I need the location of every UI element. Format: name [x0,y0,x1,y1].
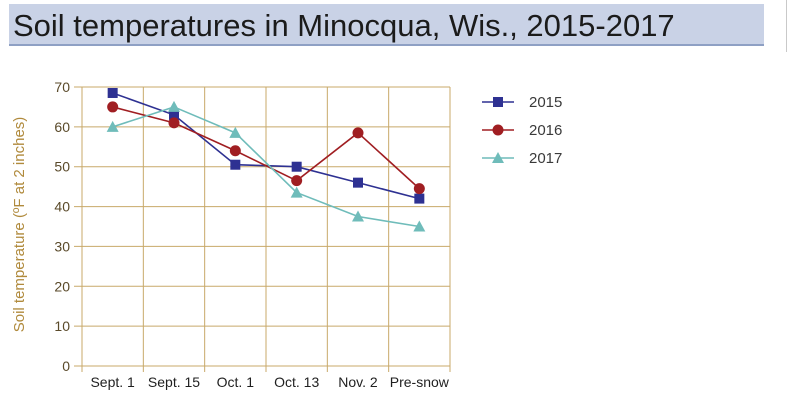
series-line-2016 [112,106,420,190]
y-tick-label: 0 [62,358,70,374]
data-point-2016 [352,127,364,139]
data-point-2015 [169,109,179,120]
data-point-2016 [413,183,425,195]
y-tick-label: 10 [54,318,70,334]
y-tick-label: 20 [54,278,70,294]
data-point-2015 [291,161,302,172]
data-point-2017 [290,186,303,198]
legend-label-2017: 2017 [529,150,562,167]
series-line-2017 [112,106,420,228]
x-tick-label: Pre-snow [390,374,450,390]
x-tick-label: Sept. 1 [90,374,135,390]
data-point-2016 [107,101,119,113]
data-point-2017 [168,100,180,112]
y-tick-label: 30 [54,238,70,254]
x-tick-label: Oct. 13 [274,374,319,390]
data-point-2015 [353,177,363,188]
data-point-2015 [414,193,425,204]
data-point-2016 [168,117,180,129]
title-bar: Soil temperatures in Minocqua, Wis., 201… [9,4,764,46]
legend-marker-2015 [493,97,503,107]
y-tick-label: 70 [54,79,70,95]
data-point-2017 [413,220,426,232]
x-tick-label: Oct. 1 [217,374,255,390]
x-tick-label: Sept. 15 [148,374,200,390]
data-point-2015 [107,87,118,98]
data-point-2017 [229,126,242,138]
y-axis-label: Soil temperature (ºF at 2 inches) [11,117,28,333]
divider [786,0,787,52]
data-point-2016 [229,145,241,157]
data-point-2017 [352,210,364,222]
legend-label-2016: 2016 [529,122,562,139]
data-point-2016 [291,175,303,187]
legend-marker-2017 [492,152,504,163]
chart-title: Soil temperatures in Minocqua, Wis., 201… [13,8,675,43]
data-point-2015 [230,159,241,170]
y-tick-label: 60 [54,119,70,135]
legend-marker-2016 [492,124,504,136]
x-tick-label: Nov. 2 [338,374,378,390]
y-tick-label: 50 [54,159,70,175]
legend-label-2015: 2015 [529,94,562,111]
y-tick-label: 40 [54,199,70,215]
data-point-2017 [106,120,119,132]
